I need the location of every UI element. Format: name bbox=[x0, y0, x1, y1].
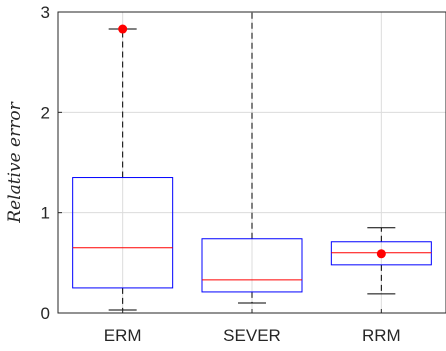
outlier-point bbox=[118, 24, 128, 34]
x-tick-label: RRM bbox=[362, 326, 401, 345]
axis-ticks: 0 1 2 3 ERM SEVER RRM bbox=[41, 3, 401, 345]
iqr-box bbox=[201, 238, 303, 293]
iqr-box bbox=[330, 241, 432, 266]
y-tick-label: 0 bbox=[41, 304, 50, 323]
y-tick-label: 1 bbox=[41, 204, 50, 223]
outlier-point bbox=[376, 249, 386, 259]
box-group-rrm bbox=[330, 227, 432, 295]
box-plot-boxes bbox=[72, 12, 432, 311]
y-tick-label: 3 bbox=[41, 3, 50, 22]
x-tick-label: SEVER bbox=[223, 326, 281, 345]
y-axis-label: Relative error bbox=[5, 101, 25, 223]
y-tick-label: 2 bbox=[41, 103, 50, 122]
box-group-sever bbox=[201, 12, 303, 304]
x-tick-label: ERM bbox=[104, 326, 142, 345]
iqr-box bbox=[72, 177, 174, 289]
